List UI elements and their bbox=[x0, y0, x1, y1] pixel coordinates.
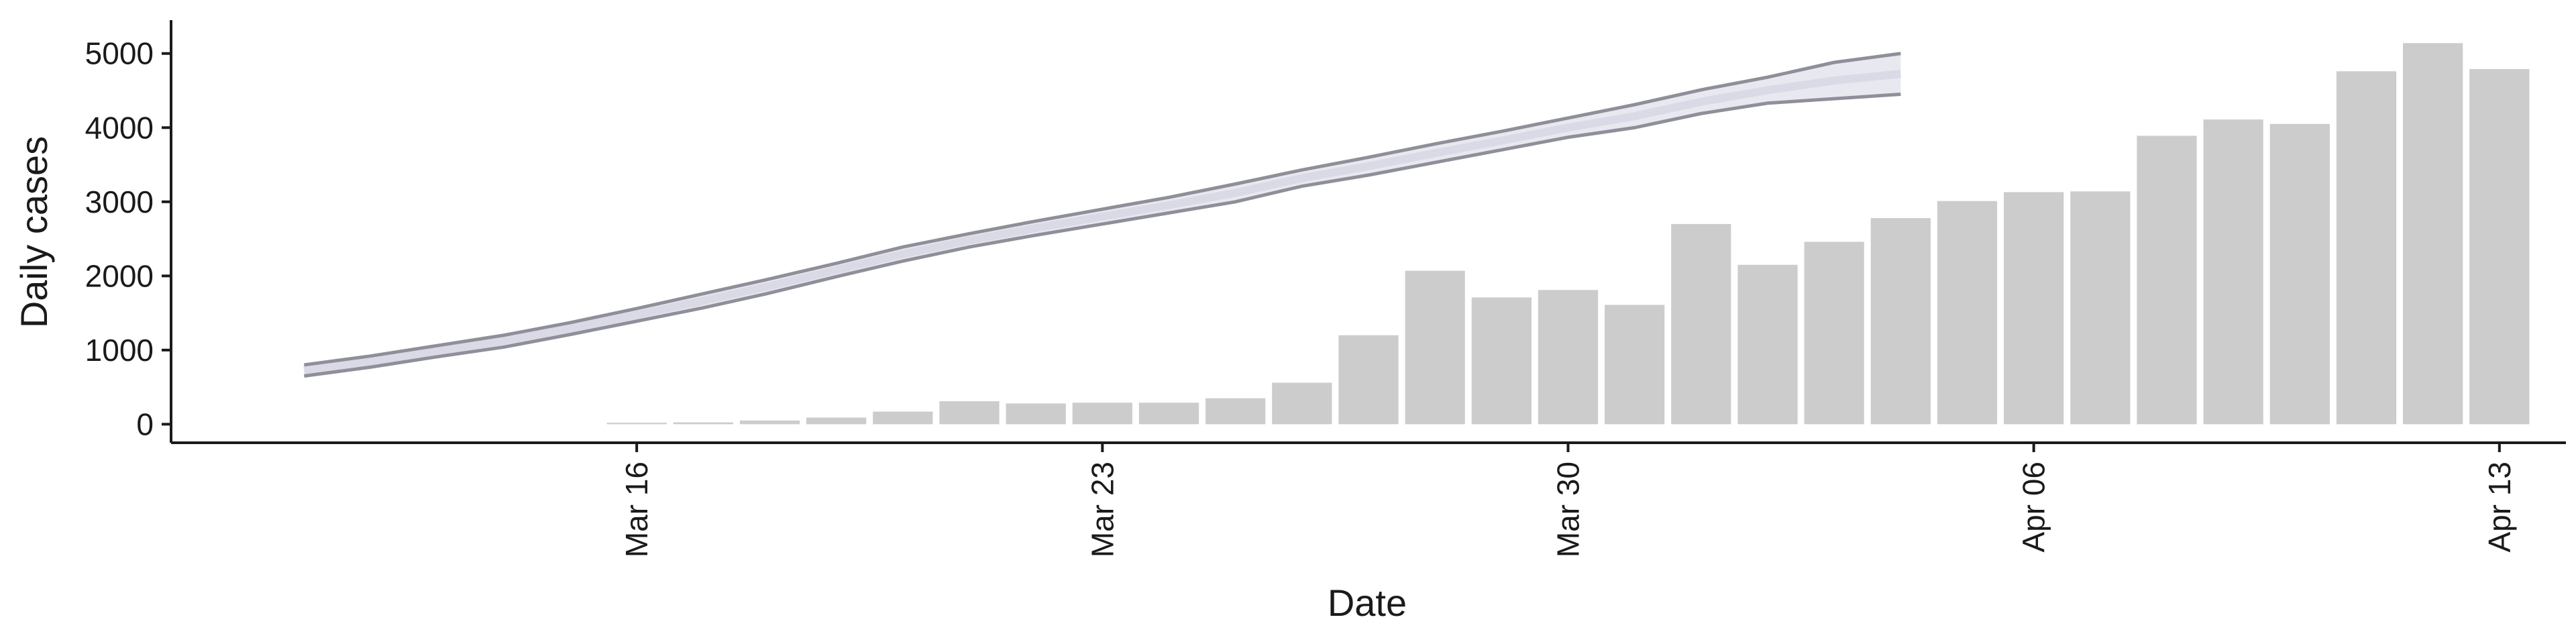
bar bbox=[1671, 223, 1731, 425]
y-tick-label: 5000 bbox=[85, 36, 154, 71]
bar bbox=[1471, 297, 1532, 425]
y-ticks: 0 1000 2000 3000 4000 5000 bbox=[85, 36, 171, 441]
bar bbox=[2469, 68, 2530, 425]
bar-layer bbox=[606, 43, 2530, 425]
bar bbox=[2203, 119, 2263, 425]
bar bbox=[1072, 402, 1132, 425]
forecast-band-layer bbox=[303, 52, 1901, 378]
forecast-upper-line bbox=[304, 52, 1901, 367]
bar bbox=[806, 417, 867, 425]
bar bbox=[1205, 398, 1266, 425]
bar bbox=[873, 411, 933, 425]
bar bbox=[2336, 71, 2397, 425]
y-tick-label: 1000 bbox=[85, 333, 154, 368]
x-tick-label: Mar 23 bbox=[1085, 462, 1120, 557]
bar bbox=[1006, 403, 1066, 425]
bar bbox=[673, 422, 733, 425]
y-tick-label: 0 bbox=[136, 407, 154, 441]
y-tick-label: 3000 bbox=[85, 184, 154, 219]
bar bbox=[2403, 43, 2463, 425]
bar bbox=[1405, 270, 1465, 425]
x-tick-label: Apr 13 bbox=[2482, 462, 2517, 553]
y-axis-title: Daily cases bbox=[13, 136, 55, 328]
bar bbox=[2137, 136, 2197, 425]
bar bbox=[739, 420, 800, 425]
bar bbox=[2269, 123, 2330, 425]
bar bbox=[1338, 335, 1399, 425]
forecast-band-center bbox=[303, 70, 1901, 375]
bar bbox=[939, 401, 1000, 425]
y-tick-label: 4000 bbox=[85, 110, 154, 145]
bar bbox=[2004, 192, 2064, 425]
bar bbox=[1937, 201, 1998, 425]
x-tick-label: Mar 16 bbox=[619, 462, 654, 557]
axis-layer bbox=[170, 20, 2566, 444]
bar bbox=[1538, 290, 1599, 425]
bar bbox=[2070, 191, 2131, 425]
bar bbox=[606, 423, 667, 425]
x-ticks: Mar 16 Mar 23 Mar 30 Apr 06 Apr 13 bbox=[619, 443, 2517, 557]
bar bbox=[1737, 264, 1798, 425]
x-tick-label: Mar 30 bbox=[1551, 462, 1586, 557]
bar bbox=[1605, 305, 1665, 425]
bar bbox=[1804, 241, 1864, 425]
x-tick-label: Apr 06 bbox=[2017, 462, 2051, 553]
bar bbox=[1138, 402, 1199, 425]
bar bbox=[1272, 382, 1332, 425]
x-axis-title: Date bbox=[1328, 582, 1407, 624]
y-tick-label: 2000 bbox=[85, 258, 154, 293]
bar bbox=[1870, 218, 1931, 425]
forecast-lower-line bbox=[304, 93, 1901, 378]
